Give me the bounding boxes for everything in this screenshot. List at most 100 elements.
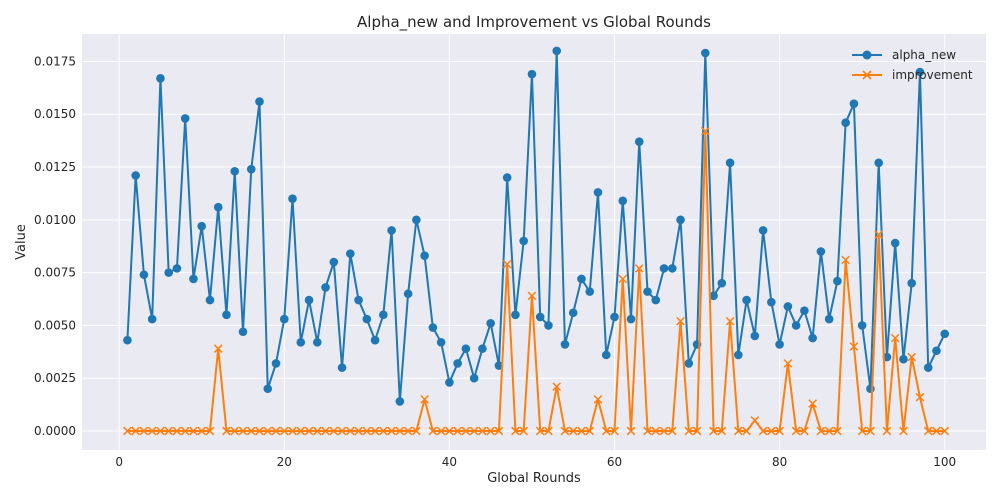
data-point-alpha-new [379, 310, 388, 320]
data-point-improvement [783, 359, 793, 368]
data-point-improvement [511, 426, 520, 436]
data-point-improvement [502, 259, 512, 269]
data-point-improvement [246, 426, 256, 436]
data-point-alpha-new [213, 202, 223, 212]
x-tick-label: 100 [933, 455, 956, 469]
data-point-alpha-new [255, 97, 264, 106]
data-point-improvement [940, 426, 950, 436]
data-point-alpha-new [288, 194, 297, 204]
data-point-improvement [172, 426, 182, 436]
data-point-alpha-new [445, 378, 454, 387]
data-point-alpha-new [651, 295, 661, 305]
data-point-alpha-new [139, 270, 149, 280]
data-point-improvement [800, 426, 809, 436]
data-point-alpha-new [667, 264, 677, 273]
y-tick-label: 0.0050 [34, 318, 76, 332]
legend-marker-improvement [862, 70, 872, 80]
data-point-alpha-new [428, 323, 438, 332]
data-point-alpha-new [164, 268, 173, 277]
plot-area [82, 34, 986, 450]
series-line-improvement [127, 130, 945, 432]
data-point-alpha-new [271, 359, 281, 368]
data-point-alpha-new [758, 226, 768, 235]
data-point-alpha-new [453, 359, 462, 368]
data-point-improvement [436, 426, 446, 436]
data-point-alpha-new [304, 295, 314, 305]
data-point-alpha-new [469, 373, 479, 383]
data-point-alpha-new [857, 321, 867, 330]
data-point-alpha-new [676, 215, 685, 225]
data-point-alpha-new [362, 314, 372, 324]
data-point-improvement [288, 426, 297, 436]
data-point-alpha-new [601, 350, 611, 360]
data-point-improvement [139, 426, 149, 436]
data-point-alpha-new [659, 264, 669, 273]
data-point-improvement [857, 426, 867, 436]
data-point-improvement [312, 426, 322, 436]
y-tick-label: 0.0100 [34, 213, 76, 227]
data-point-improvement [593, 394, 603, 404]
data-point-improvement [123, 426, 132, 436]
data-point-improvement [742, 426, 751, 436]
data-point-improvement [923, 426, 933, 436]
data-point-improvement [535, 426, 545, 436]
data-point-improvement [684, 426, 694, 436]
data-point-improvement [725, 316, 735, 326]
data-point-improvement [329, 426, 339, 436]
data-point-alpha-new [180, 114, 190, 123]
y-tick-label: 0.0175 [34, 54, 76, 68]
x-tick-label: 20 [277, 455, 292, 469]
data-point-alpha-new [783, 302, 793, 311]
data-point-improvement [841, 255, 850, 265]
data-point-improvement [164, 426, 174, 436]
data-point-improvement [296, 426, 306, 436]
data-point-improvement [428, 426, 438, 436]
data-point-improvement [180, 426, 190, 436]
data-point-alpha-new [205, 295, 215, 305]
data-point-alpha-new [387, 226, 396, 235]
data-point-alpha-new [197, 221, 207, 231]
data-point-improvement [692, 426, 702, 436]
data-point-alpha-new [643, 287, 652, 296]
data-point-alpha-new [131, 171, 140, 180]
data-point-improvement [849, 342, 859, 351]
data-point-alpha-new [626, 314, 636, 324]
data-point-improvement [882, 426, 892, 436]
data-point-alpha-new [560, 340, 570, 349]
data-point-improvement [659, 426, 669, 436]
data-point-alpha-new [899, 354, 908, 364]
data-point-alpha-new [808, 333, 817, 343]
data-point-improvement [387, 426, 396, 436]
data-point-alpha-new [263, 384, 273, 394]
data-point-improvement [767, 426, 776, 436]
data-point-alpha-new [634, 137, 644, 146]
data-point-improvement [461, 426, 471, 436]
legend: alpha_new improvement [852, 48, 973, 82]
data-point-improvement [403, 426, 413, 436]
data-point-improvement [717, 426, 727, 436]
data-point-alpha-new [527, 69, 537, 79]
legend-label-improvement: improvement [892, 68, 973, 82]
data-point-alpha-new [230, 166, 240, 176]
data-point-improvement [824, 426, 834, 436]
data-point-improvement [907, 352, 917, 362]
data-point-improvement [601, 426, 611, 436]
data-point-improvement [354, 426, 363, 436]
data-point-improvement [899, 426, 908, 436]
y-tick-label: 0.0125 [34, 160, 76, 174]
data-point-improvement [791, 426, 801, 436]
data-point-alpha-new [147, 314, 157, 324]
data-point-alpha-new [577, 274, 586, 284]
data-point-alpha-new [907, 278, 916, 288]
data-point-alpha-new [568, 308, 578, 318]
data-point-alpha-new [701, 48, 710, 58]
data-point-improvement [147, 426, 157, 436]
data-point-improvement [544, 426, 553, 436]
data-point-alpha-new [552, 46, 562, 56]
data-point-improvement [758, 426, 768, 436]
data-point-improvement [733, 426, 743, 436]
data-point-alpha-new [841, 118, 850, 127]
legend-marker-alpha-new [862, 50, 872, 60]
data-point-alpha-new [544, 321, 553, 330]
